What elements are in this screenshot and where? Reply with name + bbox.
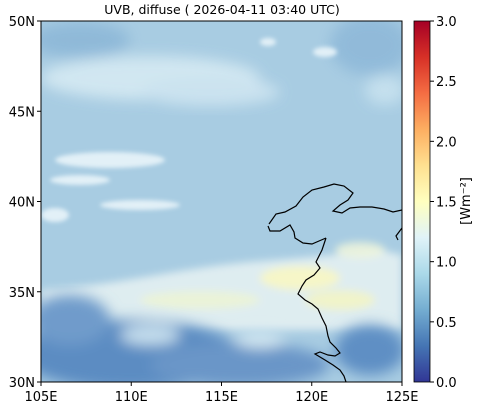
x-tick-label: 120E xyxy=(295,390,328,405)
y-tick-label: 30N xyxy=(9,376,35,391)
y-axis: 30N 35N 40N 45N 50N xyxy=(9,15,41,391)
map-title: UVB, diffuse ( 2026-04-11 03:40 UTC) xyxy=(104,2,339,17)
x-tick-label: 105E xyxy=(24,390,57,405)
northern-clouds xyxy=(41,21,402,106)
colorbar-tick-label: 0.0 xyxy=(436,376,457,391)
y-tick-label: 45N xyxy=(9,105,35,120)
colorbar: 0.0 0.5 1.0 1.5 2.0 2.5 3.0 [Wm⁻²] xyxy=(413,15,474,391)
high-uv-band xyxy=(41,242,402,330)
y-tick-label: 40N xyxy=(9,196,35,211)
colorbar-tick-label: 1.5 xyxy=(436,196,457,211)
y-tick-label: 50N xyxy=(9,15,35,30)
colorbar-tick-label: 3.0 xyxy=(436,15,457,30)
colorbar-tick-label: 1.0 xyxy=(436,256,457,271)
coastline xyxy=(267,183,402,382)
southern-clouds xyxy=(41,295,402,382)
colorbar-tick-label: 2.0 xyxy=(436,135,457,150)
colorbar-ticks: 0.0 0.5 1.0 1.5 2.0 2.5 3.0 xyxy=(430,15,457,391)
colorbar-label: [Wm⁻²] xyxy=(459,177,474,225)
x-tick-label: 110E xyxy=(115,390,148,405)
x-tick-label: 115E xyxy=(205,390,238,405)
x-tick-label: 125E xyxy=(385,390,418,405)
colorbar-tick-label: 2.5 xyxy=(436,75,457,90)
x-axis: 105E 110E 115E 120E 125E xyxy=(24,382,419,405)
map-field xyxy=(41,21,402,382)
colorbar-tick-label: 0.5 xyxy=(436,316,457,331)
scattered-clouds xyxy=(41,38,337,222)
colorbar-gradient xyxy=(413,20,431,383)
y-tick-label: 35N xyxy=(9,286,35,301)
